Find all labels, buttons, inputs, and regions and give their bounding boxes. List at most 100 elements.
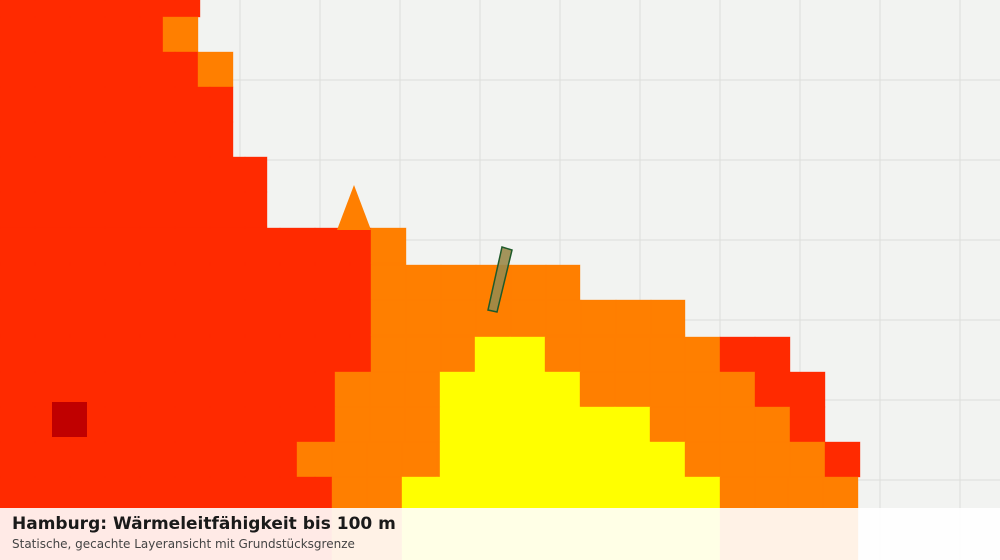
raster-cell: [576, 476, 613, 513]
raster-cell: [614, 441, 651, 478]
raster-cell: [244, 371, 281, 408]
raster-cell: [649, 371, 686, 408]
raster-cell: [34, 264, 71, 301]
raster-cell: [405, 264, 442, 301]
raster-cell: [436, 441, 441, 478]
raster-cell: [34, 441, 71, 478]
raster-cell: [580, 299, 617, 336]
raster-cell: [244, 441, 281, 478]
raster-cell: [34, 51, 71, 88]
parcel-boundary[interactable]: [487, 246, 513, 313]
raster-cell: [545, 264, 581, 301]
raster-cell: [719, 441, 756, 478]
raster-cell: [684, 406, 721, 443]
raster-cell: [789, 371, 826, 408]
raster-cell: [209, 406, 246, 443]
raster-cell: [370, 336, 407, 373]
raster-cell: [69, 121, 106, 158]
raster-cell: [174, 121, 211, 158]
raster-cell: [279, 264, 316, 301]
raster-cell: [279, 227, 316, 264]
raster-cell: [104, 86, 141, 123]
raster-cell: [541, 476, 578, 513]
raster-cell: [684, 371, 721, 408]
raster-cell: [69, 476, 106, 513]
raster-cell: [244, 191, 268, 228]
raster-cell: [139, 86, 176, 123]
raster-cell: [174, 156, 211, 193]
raster-cell: [314, 336, 351, 373]
raster-cell: [34, 121, 71, 158]
raster-cell: [370, 299, 407, 336]
raster-cell: [334, 406, 371, 443]
raster-cell: [139, 16, 164, 53]
raster-cell: [69, 441, 106, 478]
raster-cell: [69, 86, 106, 123]
raster-cell: [104, 16, 141, 53]
raster-cell: [681, 476, 718, 513]
raster-cell: [104, 191, 141, 228]
raster-cell: [719, 406, 756, 443]
raster-cell: [69, 371, 106, 408]
raster-cell: [349, 336, 372, 373]
raster-cell: [174, 0, 201, 18]
raster-cell: [719, 371, 756, 408]
raster-cell: [174, 299, 211, 336]
raster-cell: [314, 406, 336, 443]
raster-cell: [509, 371, 546, 408]
raster-cell: [0, 86, 36, 123]
raster-cell: [209, 191, 246, 228]
raster-cell: [279, 441, 298, 478]
raster-cell: [104, 121, 141, 158]
raster-cell: [34, 476, 71, 513]
caption-panel: [0, 508, 1000, 560]
raster-cell: [209, 156, 246, 193]
raster-cell: [545, 299, 582, 336]
raster-cell: [0, 156, 36, 193]
raster-cell: [0, 16, 36, 53]
raster-cell: [404, 371, 441, 408]
raster-cell: [369, 371, 406, 408]
raster-cell: [649, 336, 686, 373]
raster-cell: [139, 121, 176, 158]
raster-cell: [174, 191, 211, 228]
raster-cell: [754, 371, 791, 408]
raster-cell: [104, 441, 141, 478]
raster-cell: [314, 371, 336, 408]
raster-cell: [244, 264, 281, 301]
raster-cell: [506, 476, 543, 513]
raster-cell: [0, 336, 36, 373]
raster-cell: [279, 336, 316, 373]
raster-cell: [405, 336, 442, 373]
raster-cell: [104, 406, 141, 443]
raster-cell: [579, 406, 616, 443]
raster-cell: [209, 121, 234, 158]
raster-cell: [34, 371, 71, 408]
raster-cell: [244, 406, 281, 443]
raster-cell: [509, 441, 546, 478]
raster-cell: [69, 299, 106, 336]
raster-cell: [822, 476, 859, 513]
map-subtitle: Statische, gecachte Layeransicht mit Gru…: [12, 537, 355, 551]
raster-cell: [719, 336, 756, 373]
raster-cell: [646, 476, 683, 513]
raster-cell: [209, 299, 246, 336]
raster-cell: [174, 371, 211, 408]
raster-cell: [244, 299, 281, 336]
raster-cell: [104, 299, 141, 336]
raster-cell: [0, 264, 36, 301]
raster-cell: [279, 371, 316, 408]
raster-cell: [69, 264, 106, 301]
raster-cell: [314, 264, 351, 301]
raster-cell: [611, 476, 648, 513]
raster-cell: [370, 264, 407, 301]
raster-cell: [366, 476, 403, 513]
raster-cell: [314, 299, 351, 336]
raster-cell: [209, 371, 246, 408]
raster-cell: [209, 441, 246, 478]
raster-cell: [34, 0, 71, 18]
raster-cell: [174, 51, 199, 88]
raster-cell: [104, 227, 141, 264]
raster-cell: [474, 336, 511, 373]
